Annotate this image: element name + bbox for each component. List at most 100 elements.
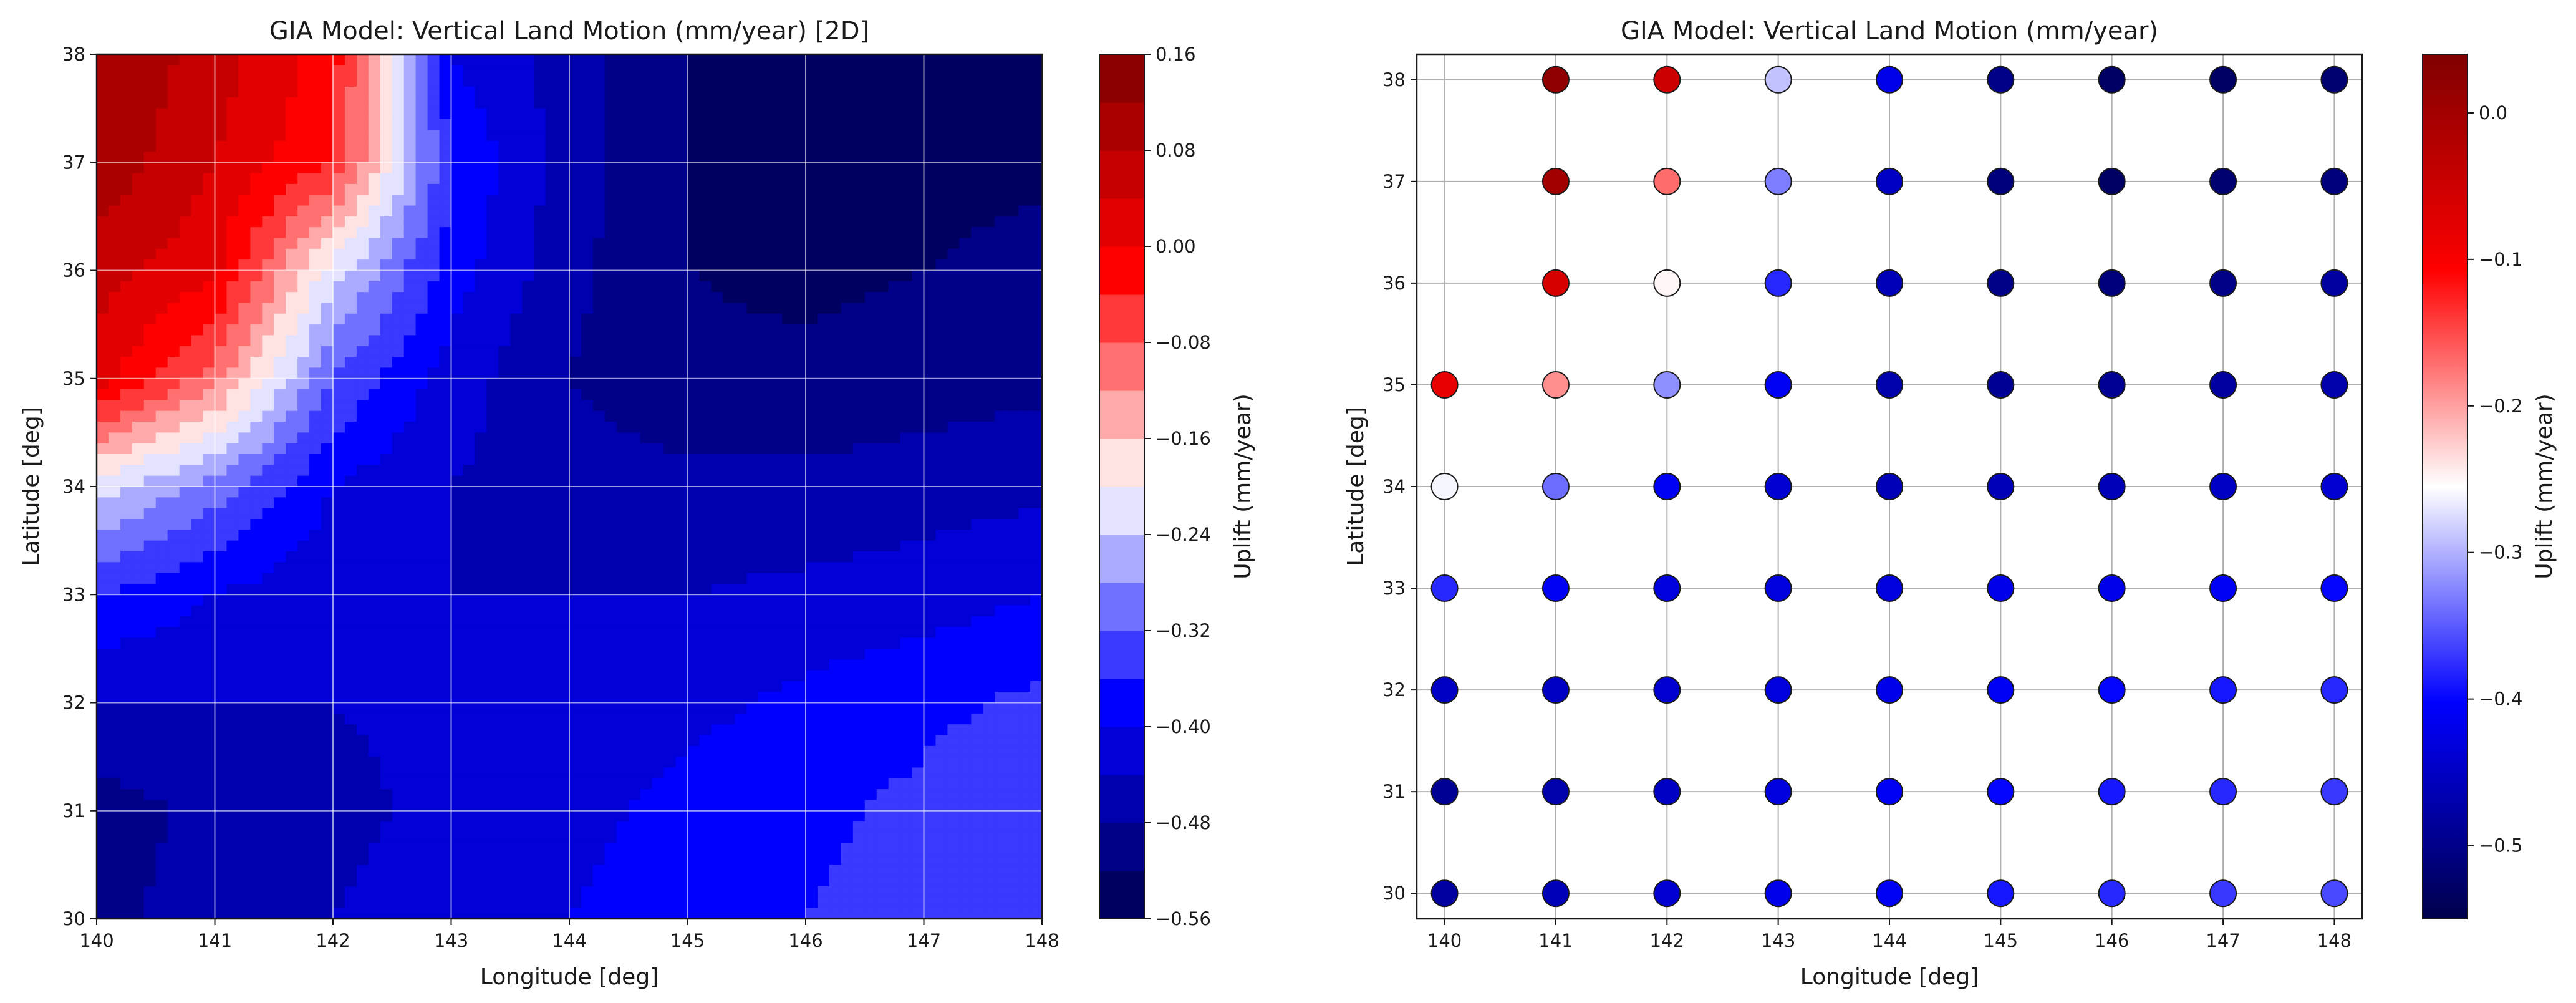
contour-cell: [191, 173, 204, 185]
contour-cell: [1018, 692, 1031, 704]
contour-cell: [1018, 238, 1031, 250]
contour-cell: [888, 119, 901, 131]
contour-cell: [132, 594, 145, 606]
contour-cell: [120, 648, 133, 661]
contour-cell: [475, 432, 488, 444]
contour-cell: [215, 454, 228, 466]
contour-cell: [120, 151, 133, 163]
contour-cell: [995, 367, 1007, 379]
contour-cell: [238, 248, 251, 260]
contour-cell: [463, 119, 476, 131]
contour-cell: [924, 248, 937, 260]
contour-cell: [475, 508, 488, 520]
contour-cell: [439, 140, 452, 152]
contour-cell: [143, 616, 157, 628]
contour-cell: [1006, 65, 1019, 77]
contour-cell: [557, 335, 570, 347]
contour-cell: [262, 238, 275, 250]
contour-cell: [912, 216, 925, 228]
contour-cell: [167, 659, 180, 671]
contour-cell: [415, 367, 428, 379]
contour-cell: [628, 508, 641, 520]
contour-cell: [155, 75, 168, 87]
contour-cell: [806, 140, 818, 152]
contour-cell: [179, 551, 192, 563]
contour-cell: [687, 75, 700, 87]
contour-cell: [592, 605, 605, 617]
contour-cell: [309, 518, 322, 531]
contour-cell: [226, 713, 239, 725]
contour-cell: [215, 259, 228, 271]
contour-cell: [286, 410, 298, 422]
contour-cell: [155, 594, 168, 606]
contour-cell: [546, 162, 558, 174]
contour-cell: [687, 270, 700, 282]
contour-cell: [592, 195, 605, 206]
contour-cell: [321, 162, 334, 174]
contour-cell: [723, 681, 736, 692]
contour-cell: [427, 292, 440, 304]
contour-cell: [900, 281, 913, 293]
contour-cell: [876, 508, 889, 520]
contour-cell: [663, 627, 677, 639]
contour-cell: [522, 410, 534, 422]
contour-cell: [475, 108, 488, 120]
contour-cell: [286, 518, 298, 531]
contour-cell: [663, 367, 677, 379]
contour-cell: [723, 86, 736, 99]
contour-cell: [486, 54, 499, 66]
contour-cell: [640, 616, 653, 628]
contour-cell: [392, 583, 405, 596]
contour-cell: [663, 702, 677, 714]
contour-cell: [286, 497, 298, 509]
contour-cell: [97, 248, 109, 260]
contour-cell: [628, 487, 641, 498]
contour-cell: [640, 605, 653, 617]
contour-cell: [108, 140, 121, 152]
contour-cell: [380, 292, 393, 304]
contour-cell: [356, 162, 369, 174]
contour-cell: [333, 487, 345, 498]
contour-cell: [569, 119, 582, 131]
contour-cell: [179, 627, 192, 639]
contour-cell: [935, 248, 948, 260]
contour-cell: [735, 346, 748, 357]
contour-cell: [640, 530, 653, 541]
contour-cell: [971, 605, 984, 617]
contour-cell: [392, 454, 405, 466]
contour-cell: [663, 54, 677, 66]
contour-cell: [534, 65, 546, 77]
contour-cell: [321, 130, 334, 142]
contour-cell: [675, 183, 688, 196]
contour-cell: [852, 140, 866, 152]
contour-cell: [699, 346, 712, 357]
contour-cell: [274, 724, 286, 736]
contour-cell: [947, 270, 960, 282]
contour-cell: [852, 487, 866, 498]
contour-cell: [439, 627, 452, 639]
contour-cell: [297, 54, 310, 66]
contour-cell: [498, 335, 511, 347]
contour-cell: [1030, 648, 1042, 661]
contour-cell: [226, 378, 239, 390]
contour-cell: [155, 248, 168, 260]
contour-cell: [829, 454, 842, 466]
contour-cell: [321, 410, 334, 422]
contour-cell: [924, 605, 937, 617]
contour-cell: [546, 367, 558, 379]
contour-cell: [1030, 475, 1042, 487]
contour-cell: [675, 540, 688, 552]
contour-cell: [380, 497, 393, 509]
contour-cell: [652, 518, 665, 531]
contour-cell: [1030, 303, 1042, 314]
contour-cell: [427, 410, 440, 422]
contour-cell: [924, 216, 937, 228]
contour-cell: [592, 162, 605, 174]
contour-cell: [876, 594, 889, 606]
contour-cell: [782, 670, 794, 682]
contour-cell: [546, 530, 558, 541]
contour-cell: [959, 713, 972, 725]
contour-cell: [97, 367, 109, 379]
contour-cell: [344, 86, 357, 99]
contour-cell: [557, 627, 570, 639]
